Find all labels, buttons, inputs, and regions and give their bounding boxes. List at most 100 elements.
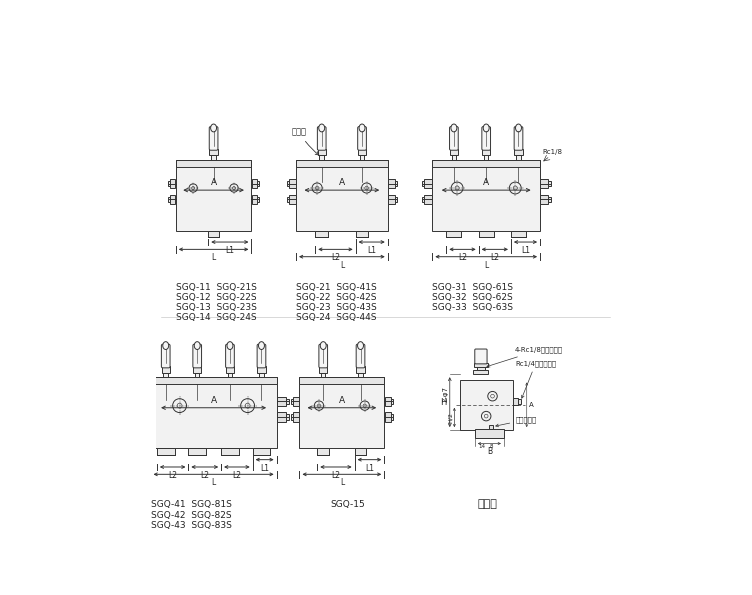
Text: SGQ-12  SGQ-22S: SGQ-12 SGQ-22S xyxy=(176,293,256,302)
Bar xyxy=(176,159,251,167)
Bar xyxy=(259,372,264,378)
Bar xyxy=(208,231,219,237)
Bar xyxy=(356,367,365,372)
Bar xyxy=(356,231,368,237)
Bar xyxy=(395,181,397,186)
Text: Rc1/8: Rc1/8 xyxy=(542,149,562,155)
Bar xyxy=(479,231,494,237)
Bar xyxy=(299,377,384,384)
Text: 14: 14 xyxy=(478,444,486,449)
Ellipse shape xyxy=(194,342,200,349)
Bar xyxy=(141,397,150,406)
Bar xyxy=(317,448,329,455)
Text: SGQ-24  SGQ-44S: SGQ-24 SGQ-44S xyxy=(296,313,377,322)
Bar xyxy=(355,448,366,455)
FancyBboxPatch shape xyxy=(356,344,365,368)
Bar xyxy=(193,367,202,372)
Bar xyxy=(482,149,490,155)
Bar xyxy=(257,181,259,186)
Bar xyxy=(432,159,540,167)
Bar xyxy=(511,231,526,237)
Bar xyxy=(424,195,432,204)
Bar xyxy=(257,197,259,202)
Bar xyxy=(291,399,293,404)
Bar xyxy=(518,399,521,404)
Ellipse shape xyxy=(259,342,265,349)
Text: SGQ-15: SGQ-15 xyxy=(330,500,365,509)
Text: 侧视图: 侧视图 xyxy=(477,499,497,509)
Bar xyxy=(319,367,327,372)
Bar xyxy=(460,380,513,430)
FancyBboxPatch shape xyxy=(317,127,326,150)
Bar xyxy=(257,378,265,384)
Bar xyxy=(356,378,365,384)
Bar xyxy=(290,195,296,204)
Bar xyxy=(193,378,202,384)
Bar xyxy=(452,155,456,160)
Bar xyxy=(168,181,170,186)
Bar xyxy=(299,377,384,448)
Bar xyxy=(176,159,251,231)
Text: SGQ-21  SGQ-41S: SGQ-21 SGQ-41S xyxy=(296,283,377,292)
Bar xyxy=(252,179,257,189)
Bar xyxy=(432,159,540,231)
Bar xyxy=(210,149,218,155)
Text: L: L xyxy=(211,478,216,487)
Text: L: L xyxy=(340,261,344,270)
Ellipse shape xyxy=(227,342,233,349)
Text: B: B xyxy=(487,447,492,456)
Bar xyxy=(548,197,550,202)
Text: L2: L2 xyxy=(168,471,177,480)
Bar xyxy=(390,399,393,404)
Text: A: A xyxy=(211,178,217,187)
Bar xyxy=(228,372,232,378)
Bar xyxy=(138,399,141,404)
Ellipse shape xyxy=(484,124,489,132)
Text: Rc1/4（出油口）: Rc1/4（出油口） xyxy=(515,360,556,398)
Bar xyxy=(211,155,216,160)
Bar xyxy=(162,367,170,372)
Bar xyxy=(150,377,277,384)
Bar xyxy=(514,160,523,167)
Bar xyxy=(447,231,462,237)
Bar xyxy=(484,155,489,160)
Text: L1: L1 xyxy=(365,464,374,473)
Text: SGQ-42  SGQ-82S: SGQ-42 SGQ-82S xyxy=(150,511,231,519)
Bar xyxy=(319,378,327,384)
Text: A: A xyxy=(483,178,490,187)
Text: L: L xyxy=(211,253,216,262)
Bar xyxy=(226,378,234,384)
Ellipse shape xyxy=(451,124,457,132)
Bar xyxy=(513,397,518,405)
Text: SGQ-43  SGQ-83S: SGQ-43 SGQ-83S xyxy=(150,521,232,530)
FancyBboxPatch shape xyxy=(475,349,487,364)
Bar xyxy=(516,155,521,160)
Text: L1: L1 xyxy=(226,246,235,255)
Bar xyxy=(290,179,296,189)
Text: 进油管: 进油管 xyxy=(292,127,319,155)
Bar xyxy=(287,181,290,186)
Bar xyxy=(450,149,458,155)
FancyBboxPatch shape xyxy=(482,127,490,150)
Bar xyxy=(296,159,388,231)
Bar xyxy=(474,363,488,367)
Text: L2: L2 xyxy=(490,253,499,262)
Text: L2: L2 xyxy=(458,253,467,262)
Ellipse shape xyxy=(319,124,325,132)
Bar xyxy=(450,160,458,167)
Bar xyxy=(157,448,174,455)
Bar xyxy=(317,160,326,167)
Ellipse shape xyxy=(359,124,365,132)
Text: L1: L1 xyxy=(521,246,530,255)
Bar xyxy=(358,372,362,378)
Text: SGQ-14  SGQ-24S: SGQ-14 SGQ-24S xyxy=(176,313,256,322)
Bar xyxy=(170,179,175,189)
Bar xyxy=(287,197,290,202)
Text: SGQ-41  SGQ-81S: SGQ-41 SGQ-81S xyxy=(150,500,232,509)
Text: H: H xyxy=(440,397,447,406)
Text: A: A xyxy=(339,396,345,405)
Bar xyxy=(252,195,257,204)
Bar xyxy=(317,149,326,155)
Bar xyxy=(315,231,328,237)
Bar xyxy=(291,415,293,419)
